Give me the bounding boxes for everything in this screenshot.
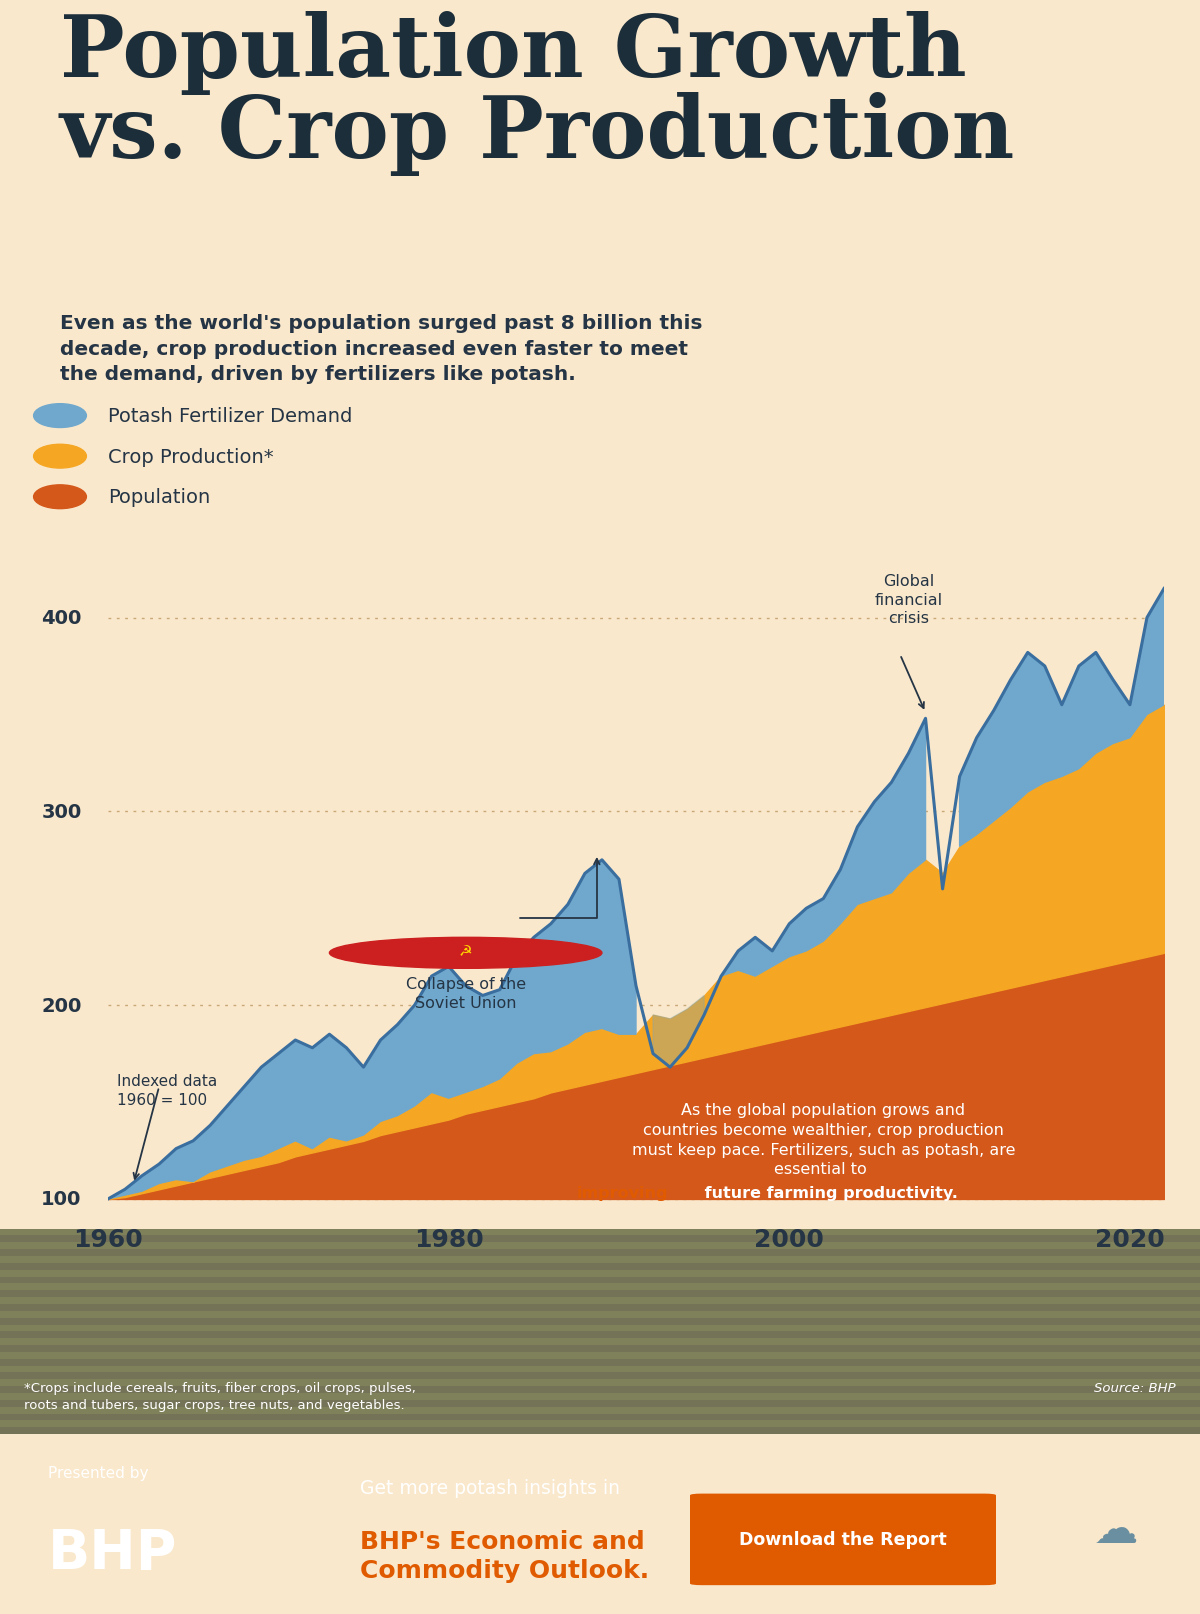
Text: *Crops include cereals, fruits, fiber crops, oil crops, pulses,
roots and tubers: *Crops include cereals, fruits, fiber cr… [24,1382,416,1411]
Bar [0,1228,1200,1236]
Bar [0,1359,1200,1365]
Text: Crop Production*: Crop Production* [108,447,274,466]
Circle shape [34,445,86,468]
Bar [0,1291,1200,1298]
Bar [0,1427,1200,1435]
Text: Population Growth
vs. Crop Production: Population Growth vs. Crop Production [60,11,1015,176]
Bar [0,1236,1200,1243]
Bar [0,1243,1200,1249]
Bar [0,1311,1200,1319]
Text: ☭: ☭ [458,943,473,957]
Bar [0,1393,1200,1399]
Bar [0,1249,1200,1256]
Text: Download the Report: Download the Report [738,1530,947,1548]
Text: 200: 200 [41,996,82,1015]
Text: Population: Population [108,487,210,507]
Bar [0,1319,1200,1325]
Bar [0,1256,1200,1264]
Bar [0,1407,1200,1414]
Bar [0,1372,1200,1380]
Text: 400: 400 [41,608,82,628]
Circle shape [34,486,86,510]
Bar [0,1344,1200,1353]
Bar [0,1420,1200,1427]
Bar [0,1386,1200,1393]
FancyBboxPatch shape [690,1493,996,1585]
Text: Even as the world's population surged past 8 billion this
decade, crop productio: Even as the world's population surged pa… [60,313,702,384]
Bar [0,1277,1200,1283]
Text: 100: 100 [41,1190,82,1209]
Bar [0,1353,1200,1359]
Text: Collapse of the
Soviet Union: Collapse of the Soviet Union [406,976,526,1010]
Bar [0,1414,1200,1420]
Circle shape [34,405,86,428]
Text: BHP: BHP [48,1525,178,1580]
Bar [0,1304,1200,1311]
Bar [0,1365,1200,1372]
Text: As the global population grows and
countries become wealthier, crop production
m: As the global population grows and count… [631,1102,1015,1177]
Bar [0,1298,1200,1304]
Bar [0,1338,1200,1344]
Text: BHP's Economic and
Commodity Outlook.: BHP's Economic and Commodity Outlook. [360,1530,649,1582]
Text: future farming productivity.: future farming productivity. [700,1186,958,1201]
Text: Get more potash insights in: Get more potash insights in [360,1478,620,1498]
Bar [0,1380,1200,1386]
Bar [0,1270,1200,1277]
Text: Potash Fertilizer Demand: Potash Fertilizer Demand [108,407,353,426]
Circle shape [330,938,602,968]
Text: Global
financial
crisis: Global financial crisis [875,573,942,626]
Bar [0,1264,1200,1270]
Bar [0,1283,1200,1291]
Text: Indexed data
1960 = 100: Indexed data 1960 = 100 [116,1073,217,1107]
Text: Presented by: Presented by [48,1466,149,1480]
Bar [0,1325,1200,1332]
Text: improving: improving [576,1186,668,1201]
Bar [0,1399,1200,1407]
Text: ☁: ☁ [1093,1507,1139,1551]
Text: Source: BHP: Source: BHP [1094,1382,1176,1394]
Text: 300: 300 [41,802,82,822]
Bar [0,1332,1200,1338]
